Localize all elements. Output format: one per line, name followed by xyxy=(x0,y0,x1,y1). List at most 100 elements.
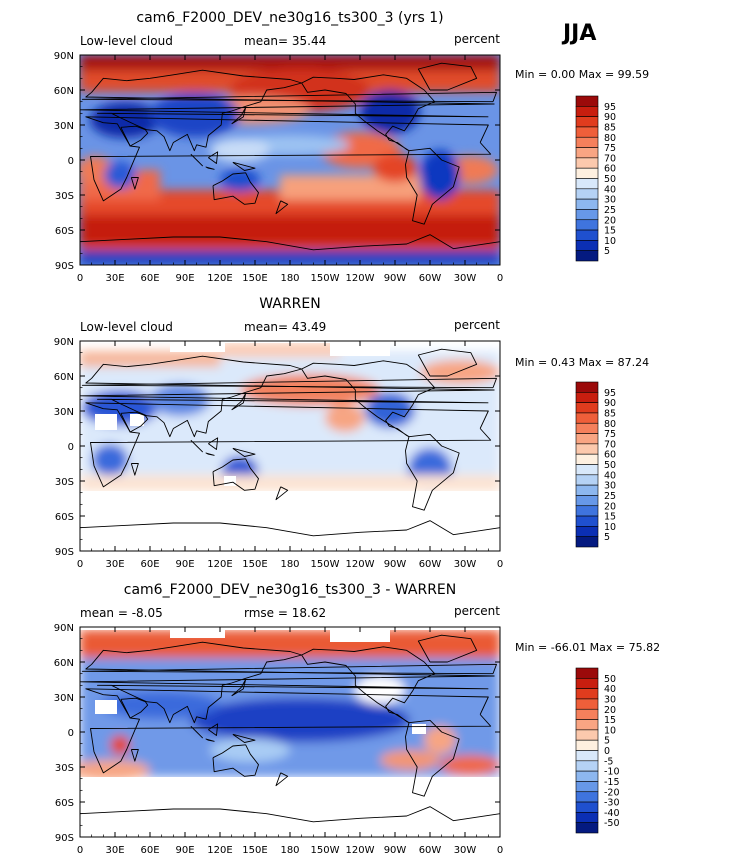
lon-label: 0 xyxy=(77,273,83,284)
lon-label: 120W xyxy=(346,273,375,284)
colorbar-label: 50 xyxy=(604,174,616,185)
colorbar-swatch xyxy=(575,781,599,793)
colorbar-label: 60 xyxy=(604,450,616,461)
lat-label: 30N xyxy=(54,693,74,704)
lon-label: 30W xyxy=(454,559,477,570)
lon-label: 90E xyxy=(175,845,194,856)
lon-label: 120E xyxy=(207,273,232,284)
season-label: JJA xyxy=(561,21,596,46)
coastline xyxy=(190,439,203,453)
lon-label: 120E xyxy=(207,559,232,570)
colorbar-label: -40 xyxy=(604,808,620,819)
lon-label: 180 xyxy=(280,273,299,284)
coastline xyxy=(231,393,247,411)
colorbar-swatch xyxy=(575,678,599,689)
coastline xyxy=(205,452,215,456)
lat-label: 60N xyxy=(54,86,74,97)
lon-label: 180 xyxy=(280,845,299,856)
panel-mean-label: mean= 43.49 xyxy=(244,320,326,334)
lat-label: 30S xyxy=(55,477,74,488)
colorbar-swatch xyxy=(575,178,599,190)
colorbar-label: -30 xyxy=(604,798,620,809)
lon-label: 0 xyxy=(77,559,83,570)
lon-label: 30W xyxy=(454,273,477,284)
colorbar-swatch xyxy=(575,515,599,527)
panel-min-max: Min = 0.00 Max = 99.59 xyxy=(515,68,649,81)
colorbar-label: 5 xyxy=(604,736,610,747)
coastline xyxy=(212,458,259,491)
colorbar-label: 75 xyxy=(604,143,616,154)
lat-label: 30S xyxy=(55,763,74,774)
colorbar-swatch xyxy=(575,719,599,731)
colorbar-label: 15 xyxy=(604,226,616,237)
colorbar-swatch xyxy=(575,474,599,486)
colorbar-swatch xyxy=(575,495,599,507)
colorbar-swatch xyxy=(575,729,599,741)
lon-label: 0 xyxy=(497,559,503,570)
colorbar-swatch xyxy=(575,688,599,700)
coastline xyxy=(120,411,149,433)
lon-label: 150W xyxy=(311,845,340,856)
lon-label: 150W xyxy=(311,273,340,284)
lat-label: 0 xyxy=(68,156,74,167)
colorbar-label: 5 xyxy=(604,246,610,257)
colorbar-swatch xyxy=(575,484,599,496)
colorbar-label: 10 xyxy=(604,236,616,247)
lon-label: 150E xyxy=(242,845,267,856)
colorbar-swatch xyxy=(575,147,599,159)
colorbar-swatch xyxy=(575,412,599,424)
colorbar-label: 30 xyxy=(604,195,616,206)
lon-label: 0 xyxy=(497,845,503,856)
colorbar-label: 15 xyxy=(604,715,616,726)
lat-label: 60S xyxy=(55,512,74,523)
panel-mean-label: mean = -8.05 xyxy=(80,606,163,620)
colorbar-label: -10 xyxy=(604,767,620,778)
panel-left-label: Low-level cloud xyxy=(80,320,173,334)
lat-label: 60S xyxy=(55,226,74,237)
colorbar-swatch xyxy=(575,750,599,762)
colorbar-swatch xyxy=(575,464,599,476)
colorbar-swatch xyxy=(575,402,599,414)
colorbar-swatch xyxy=(575,209,599,221)
colorbar-swatch xyxy=(575,791,599,803)
panel-units-label: percent xyxy=(454,32,500,46)
coastline xyxy=(120,697,149,719)
lat-label: 90N xyxy=(54,623,74,634)
colorbar-swatch xyxy=(575,157,599,169)
panel-observations: WARREN Low-level cloud mean= 43.49 perce… xyxy=(80,296,649,551)
coastline xyxy=(232,733,256,743)
lat-label: 0 xyxy=(68,728,74,739)
lon-label: 60E xyxy=(140,273,159,284)
panel-title: WARREN xyxy=(259,296,320,312)
colorbar-swatch xyxy=(575,812,599,823)
coastline xyxy=(80,806,500,823)
colorbar-label: 80 xyxy=(604,419,616,430)
lon-label: 60E xyxy=(140,845,159,856)
coastline xyxy=(232,161,256,171)
lat-label: 90N xyxy=(54,337,74,348)
colorbar-swatch xyxy=(575,433,599,445)
coastline xyxy=(208,723,219,736)
colorbar-swatch xyxy=(575,95,599,107)
coastline xyxy=(275,486,289,501)
coastline xyxy=(80,69,495,152)
lat-label: 90S xyxy=(55,261,74,272)
colorbar-label: 40 xyxy=(604,684,616,695)
panel-left-label: Low-level cloud xyxy=(80,34,173,48)
colorbar-swatch xyxy=(575,698,599,710)
coastline xyxy=(212,172,259,205)
lon-label: 90W xyxy=(384,273,407,284)
colorbar-swatch xyxy=(575,136,599,148)
panel-mean-label: mean= 35.44 xyxy=(244,34,326,48)
colorbar-label: 60 xyxy=(604,164,616,175)
colorbar-label: 70 xyxy=(604,153,616,164)
colorbar-swatch xyxy=(575,822,599,834)
coastline xyxy=(301,646,436,724)
panel-title: cam6_F2000_DEV_ne30g16_ts300_3 - WARREN xyxy=(124,582,457,598)
coastline xyxy=(232,447,256,457)
panel-difference: cam6_F2000_DEV_ne30g16_ts300_3 - WARREN … xyxy=(80,582,660,837)
colorbar-label: 80 xyxy=(604,133,616,144)
colorbar-swatch xyxy=(575,505,599,517)
